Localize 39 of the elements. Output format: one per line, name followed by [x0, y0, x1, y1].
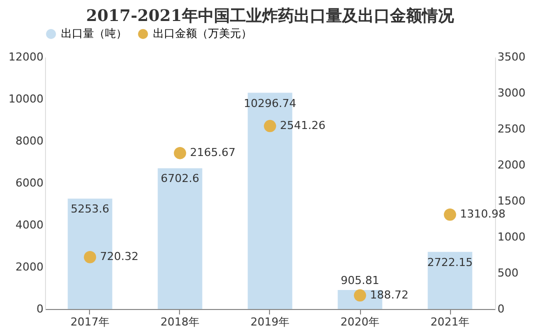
y2-tick-label: 2000: [498, 158, 526, 172]
x-tick-label: 2020年: [340, 316, 380, 328]
y-tick-label: 6000: [16, 176, 44, 190]
y-tick-label: 2000: [16, 260, 44, 274]
y-tick-label: 0: [36, 302, 44, 316]
y2-tick-label: 0: [498, 302, 504, 316]
x-tick-label: 2021年: [430, 316, 470, 328]
data-label: 10296.74: [244, 96, 296, 110]
data-label: 1310.98: [460, 208, 506, 221]
y-tick-label: 8000: [16, 134, 44, 148]
legend-label: 出口量（吨）: [61, 27, 127, 40]
x-tick-label: 2017年: [70, 316, 110, 328]
y2-tick-label: 500: [498, 266, 518, 280]
data-label: 720.32: [100, 250, 138, 264]
y-tick-label: 4000: [16, 218, 44, 232]
point: [84, 251, 96, 264]
data-label: 2722.15: [427, 256, 473, 269]
y-tick-label: 10000: [8, 92, 44, 106]
point: [444, 208, 456, 221]
point: [264, 120, 276, 132]
y2-tick-label: 2500: [498, 122, 526, 136]
y-tick-label: 12000: [8, 50, 44, 64]
y2-tick-label: 1500: [498, 194, 526, 208]
legend-label: 出口金额（万美元）: [153, 27, 252, 40]
y2-tick-label: 1000: [498, 230, 526, 244]
data-label: 188.72: [370, 288, 408, 302]
data-label: 5253.6: [70, 202, 110, 216]
data-label: 2541.26: [280, 119, 326, 132]
x-tick-label: 2019年: [250, 316, 290, 328]
x-tick-label: 2018年: [160, 316, 200, 328]
y2-tick-label: 3000: [498, 86, 526, 100]
chart-title: 2017-2021年中国工业炸药出口量及出口金额情况: [86, 6, 455, 25]
bar: [158, 168, 202, 309]
point: [174, 146, 186, 160]
data-label: 905.81: [340, 274, 380, 287]
bar: [428, 252, 472, 309]
data-label: 2165.67: [190, 146, 236, 160]
y2-tick-label: 3500: [498, 50, 526, 64]
data-label: 6702.6: [160, 172, 200, 186]
